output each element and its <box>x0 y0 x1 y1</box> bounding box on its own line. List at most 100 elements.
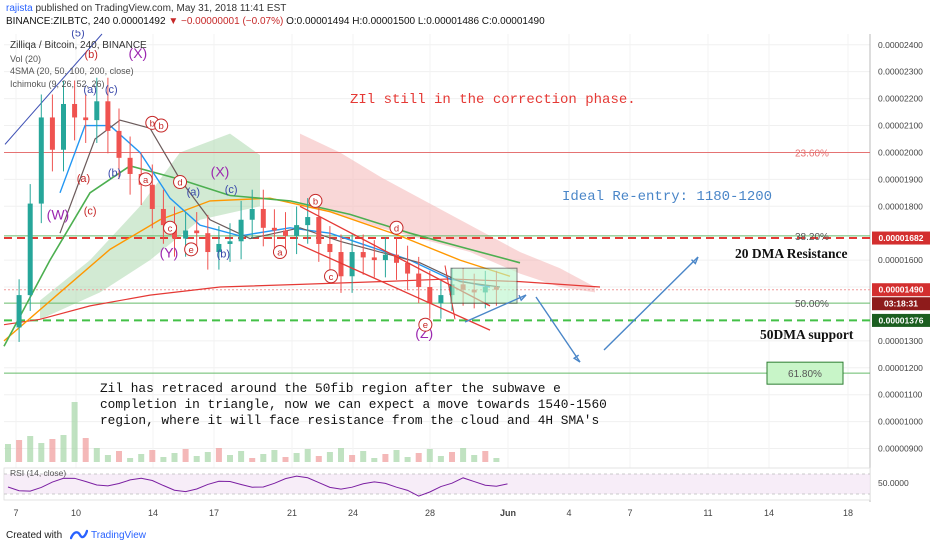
circled-wave-label: b <box>150 118 155 129</box>
volume-bar <box>104 455 111 462</box>
candle-body <box>338 252 344 277</box>
symbol-price: BINANCE:ZILBTC, 240 0.00001492 <box>6 16 166 27</box>
price-tag-label: 0.00001682 <box>879 233 924 243</box>
candle-body <box>183 230 189 239</box>
x-tick-label: 24 <box>348 508 358 518</box>
x-tick-label: 18 <box>843 508 853 518</box>
candle-body <box>116 130 122 158</box>
circled-wave-marker <box>308 193 323 208</box>
volume-bar <box>38 443 45 462</box>
candle-body <box>61 103 66 150</box>
volume-bar <box>315 456 322 462</box>
candle-body <box>249 208 255 220</box>
indicator-legend: Zilliqa / Bitcoin, 240, BINANCE Vol (20)… <box>10 40 147 90</box>
ichimoku-cloud-bear <box>300 133 595 293</box>
circled-wave-marker <box>389 220 404 235</box>
wave-label: (c) <box>225 184 238 196</box>
triangle-wave-e-line <box>444 265 456 320</box>
volume-bar <box>437 456 444 462</box>
wave-label: (b) <box>85 49 98 61</box>
volume-bar <box>404 457 411 462</box>
volume-bar <box>360 451 367 462</box>
rsi-panel: RSI (14, close) 50.0000 <box>3 467 909 501</box>
y-tick-label: 0.00001900 <box>878 174 923 184</box>
price-chart[interactable]: 0.00002400 0.00002300 0.00002200 0.00002100… <box>0 30 932 522</box>
wave-label: (b) <box>108 168 121 180</box>
y-axis: 0.00002400 0.00002300 0.00002200 0.00002100… <box>4 34 923 502</box>
volume-bar <box>138 454 145 462</box>
x-tick-label: 14 <box>148 508 158 518</box>
x-tick-label: 11 <box>703 508 712 518</box>
tradingview-link[interactable]: TradingView <box>91 530 147 541</box>
y-tick-label: 0.00001800 <box>878 201 923 211</box>
analysis-text-line: Zil has retraced around the 50fib region… <box>100 381 561 396</box>
candle-body <box>427 287 433 304</box>
price-tag-label: 0.00001376 <box>879 315 924 325</box>
candle-body <box>416 273 422 288</box>
wave-label: (b) <box>217 248 230 260</box>
volume-bar <box>249 458 256 462</box>
level-annotation: 20 DMA Resistance <box>735 246 847 261</box>
price-tag-box <box>872 313 930 327</box>
volume-bar <box>5 444 11 462</box>
candle-body <box>438 295 444 304</box>
candle-body <box>349 252 355 277</box>
analysis-text-line: completion in triangle, now we can expec… <box>100 397 607 412</box>
x-tick-label: 7 <box>13 508 18 518</box>
volume-bar <box>182 449 189 462</box>
price-change: ▼ −0.00000001 (−0.07%) <box>168 16 284 27</box>
candle-body <box>271 227 277 231</box>
candle-body <box>127 157 133 174</box>
rsi-band <box>4 474 870 494</box>
circled-wave-marker <box>272 245 287 260</box>
candle-body <box>294 225 300 236</box>
arrow-down <box>535 296 581 363</box>
volume-bar <box>60 435 67 462</box>
volume-bar <box>382 454 389 462</box>
arrow-up-1 <box>464 294 527 323</box>
volume-bar <box>449 452 455 462</box>
circled-wave-marker <box>418 317 433 332</box>
y-tick-label: 0.00001300 <box>878 336 923 346</box>
ohlc-line: BINANCE:ZILBTC, 240 0.00001492 ▼ −0.0000… <box>6 16 545 27</box>
x-tick-label: 28 <box>425 508 435 518</box>
volume-bar <box>260 454 267 462</box>
circled-wave-marker <box>173 175 188 190</box>
circled-wave-marker <box>184 242 199 257</box>
fib-level-label: 50.00% <box>795 299 829 310</box>
circled-wave-label: b <box>159 121 164 132</box>
candle-body <box>16 295 22 328</box>
tradingview-logo-icon[interactable] <box>70 527 88 541</box>
volume-bar <box>271 450 278 462</box>
volume-bar <box>149 450 156 462</box>
wave-label: (W) <box>47 207 70 223</box>
volume-bar <box>238 451 245 462</box>
candle-body <box>205 233 211 253</box>
candle-body <box>327 243 333 253</box>
volume-bar <box>371 458 378 462</box>
price-tag-label: 0.00001490 <box>879 285 924 295</box>
x-tick-label: 4 <box>566 508 571 518</box>
circled-wave-label: a <box>143 175 149 186</box>
author-link[interactable]: rajista <box>6 3 33 14</box>
volume-bar <box>16 440 23 462</box>
candle-body <box>382 254 388 261</box>
candle-body <box>283 230 288 236</box>
candle-body <box>149 184 155 209</box>
circled-wave-label: c <box>168 223 173 234</box>
channel-lower-line <box>297 243 491 331</box>
circled-wave-label: c <box>329 272 334 283</box>
wave-label: (Y) <box>160 244 179 260</box>
circled-wave-marker <box>324 269 339 284</box>
sma-label: 4SMA (20, 50, 100, 200, close) <box>10 66 134 76</box>
early-trend-line <box>4 33 103 145</box>
volume-bar <box>160 457 167 462</box>
x-tick-label: 17 <box>209 508 219 518</box>
rsi-line <box>7 475 508 497</box>
volume-bar <box>127 458 134 462</box>
volume-bar <box>460 448 467 462</box>
candle-body <box>194 230 200 234</box>
circled-wave-label: d <box>394 223 399 234</box>
symbol-title: Zilliqa / Bitcoin, 240, BINANCE <box>10 40 147 51</box>
volume-bar <box>393 450 400 462</box>
